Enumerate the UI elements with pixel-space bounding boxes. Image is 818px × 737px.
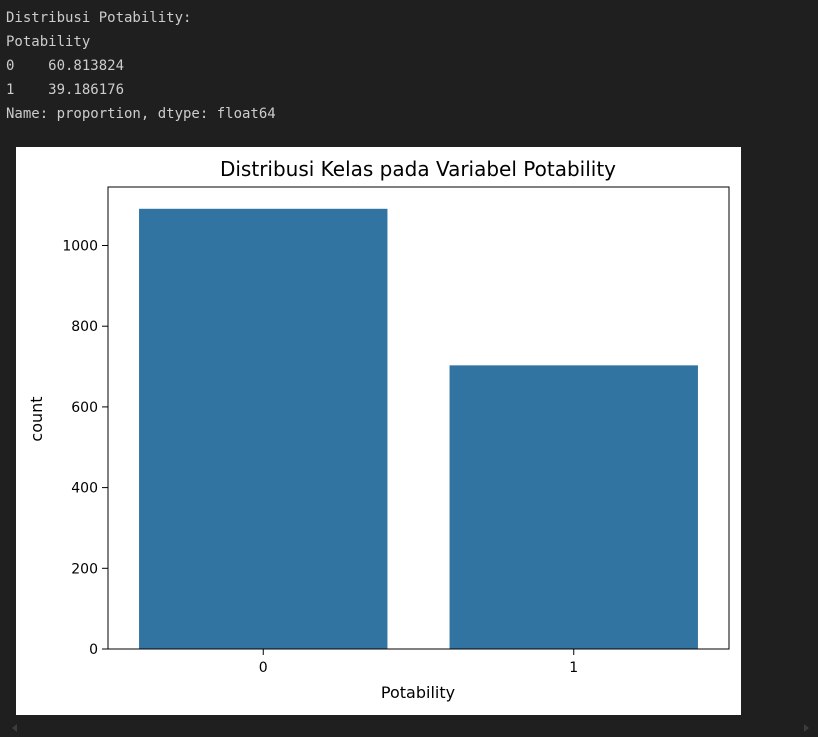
output-line: Distribusi Potability:	[6, 10, 192, 26]
output-line: 1 39.186176	[6, 82, 125, 98]
scroll-right-arrow-icon[interactable]	[804, 724, 809, 732]
y-tick-label: 400	[71, 481, 98, 497]
y-tick-label: 600	[71, 400, 98, 416]
output-line: Name: proportion, dtype: float64	[6, 106, 276, 122]
horizontal-scrollbar[interactable]	[0, 721, 818, 737]
output-line: Potability	[6, 34, 91, 50]
y-axis-label: count	[27, 396, 46, 441]
y-tick-label: 800	[71, 319, 98, 335]
text-output: Distribusi Potability: Potability 0 60.813…	[6, 6, 276, 126]
bar-chart: 0 200 400 600 800 1000 0 1 Distribusi Kelas pad…	[27, 157, 730, 702]
chart-figure: 0 200 400 600 800 1000 0 1 Distribusi Kelas pad…	[16, 147, 741, 715]
bar-0	[139, 208, 388, 650]
y-tick-label: 0	[89, 642, 98, 658]
y-tick-label: 200	[71, 561, 98, 577]
x-tick-label: 1	[569, 660, 578, 676]
plot-frame	[107, 186, 730, 650]
output-line: 0 60.813824	[6, 58, 125, 74]
bar-1	[449, 365, 698, 649]
chart-title: Distribusi Kelas pada Variabel Potabilit…	[220, 157, 616, 181]
x-axis-label: Potability	[381, 683, 455, 702]
y-tick-label: 1000	[62, 239, 98, 255]
x-tick-label: 0	[259, 660, 268, 676]
scroll-left-arrow-icon[interactable]	[12, 724, 17, 732]
